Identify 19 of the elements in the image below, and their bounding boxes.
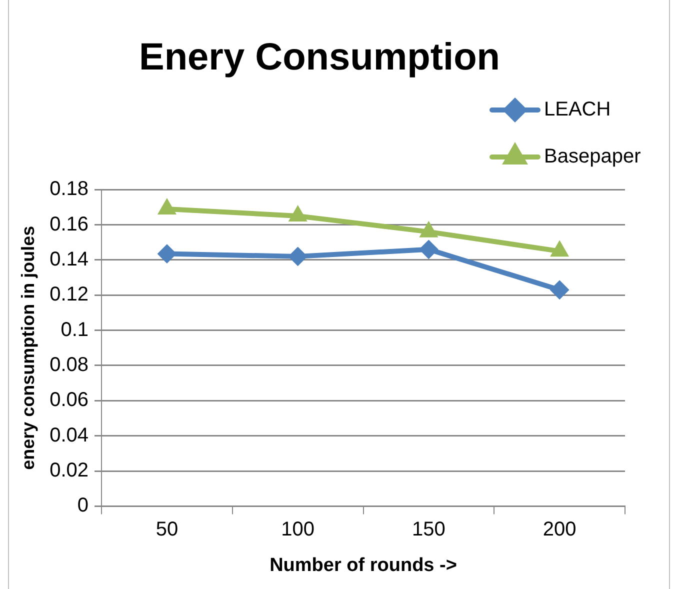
- chart-title: Enery Consumption: [138, 36, 500, 78]
- x-tick-label: 150: [412, 518, 446, 541]
- legend-label: LEACH: [544, 98, 611, 121]
- x-tick-label: 50: [156, 518, 178, 541]
- y-tick-label: 0: [77, 494, 89, 517]
- x-tick-label: 100: [281, 518, 315, 541]
- y-tick-label: 0.14: [50, 248, 89, 270]
- y-axis-title: enery consumption in joules: [18, 226, 38, 470]
- x-tick-label: 200: [542, 518, 576, 541]
- y-tick-label: 0.04: [50, 424, 89, 446]
- y-tick-label: 0.1: [60, 318, 89, 341]
- y-tick-label: 0.06: [50, 389, 89, 412]
- y-tick-label: 0.12: [50, 284, 89, 306]
- legend-label: Basepaper: [544, 146, 642, 168]
- y-tick-label: 0.08: [50, 354, 89, 376]
- y-tick-label: 0.18: [50, 178, 89, 200]
- x-axis-title: Number of rounds ->: [270, 554, 457, 576]
- y-tick-label: 0.02: [50, 460, 89, 482]
- y-tick-label: 0.16: [50, 213, 89, 236]
